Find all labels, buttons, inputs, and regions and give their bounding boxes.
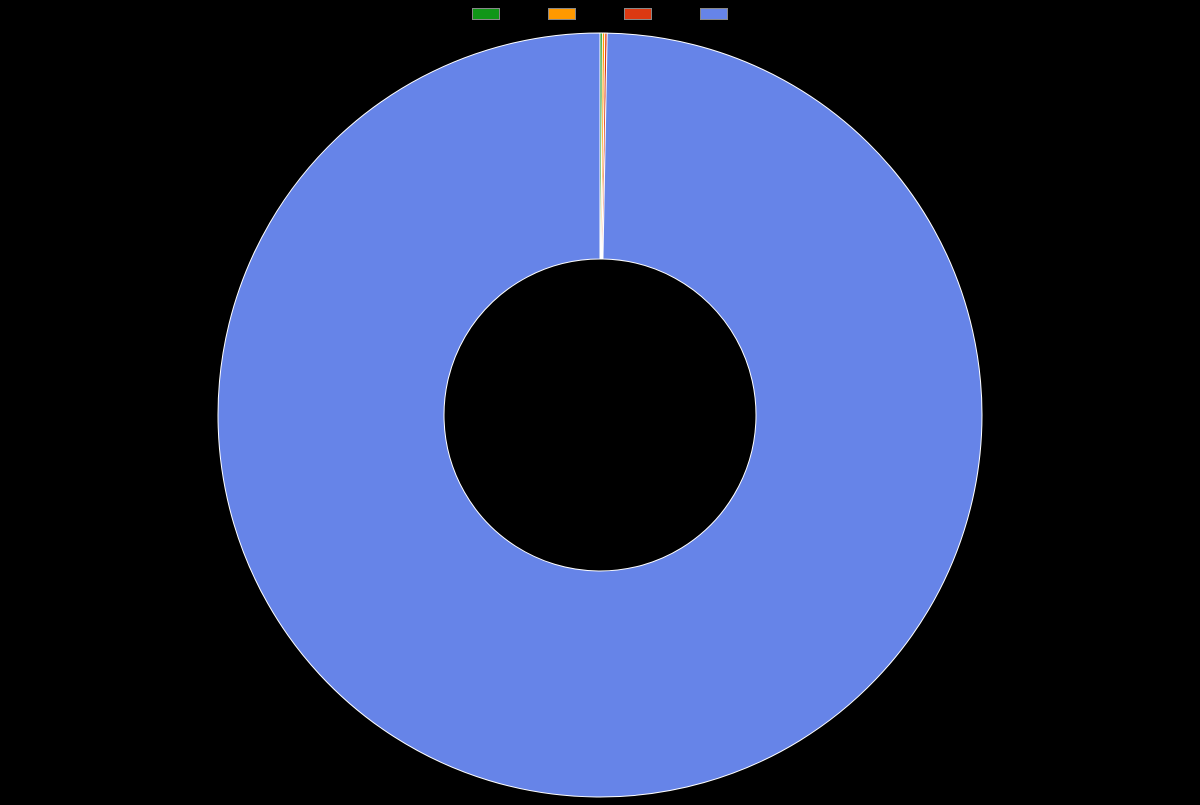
legend-item-0: [472, 8, 500, 20]
legend-item-1: [548, 8, 576, 20]
chart-legend: [472, 8, 728, 20]
legend-item-3: [700, 8, 728, 20]
legend-swatch-2: [624, 8, 652, 20]
donut-slice: [218, 33, 982, 797]
legend-swatch-1: [548, 8, 576, 20]
donut-slices: [218, 33, 982, 797]
donut-chart: [215, 30, 985, 800]
donut-svg: [215, 30, 985, 800]
legend-swatch-0: [472, 8, 500, 20]
legend-item-2: [624, 8, 652, 20]
legend-swatch-3: [700, 8, 728, 20]
